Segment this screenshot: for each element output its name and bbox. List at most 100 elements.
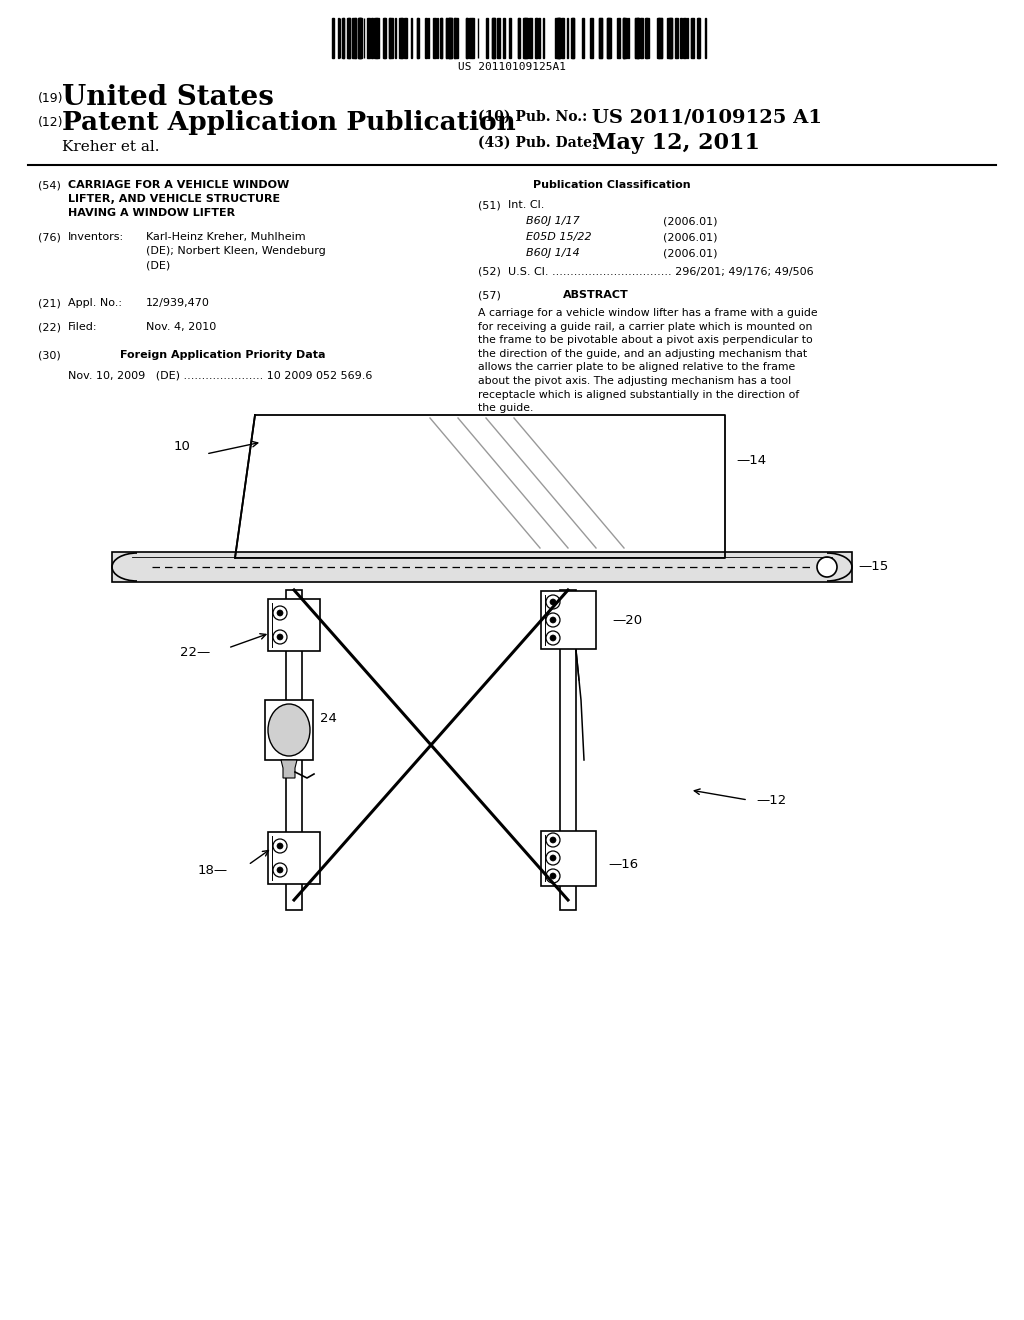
Bar (404, 18, 407, 58)
Bar (518, 18, 520, 58)
Bar (571, 18, 573, 58)
Text: (30): (30) (38, 350, 60, 360)
Bar (529, 18, 531, 58)
Bar (624, 18, 626, 58)
Text: E05D 15/22: E05D 15/22 (526, 232, 592, 242)
Bar (486, 18, 487, 58)
Text: 18—: 18— (198, 863, 228, 876)
Bar (383, 18, 385, 58)
Bar (466, 18, 467, 58)
Bar (671, 18, 672, 58)
Bar (456, 18, 459, 58)
Bar (498, 18, 500, 58)
Text: May 12, 2011: May 12, 2011 (592, 132, 760, 154)
Bar (623, 18, 626, 58)
Bar (417, 18, 418, 58)
Bar (400, 18, 402, 58)
Bar (617, 18, 618, 58)
Bar (469, 18, 472, 58)
Text: B60J 1/14: B60J 1/14 (526, 248, 580, 257)
Circle shape (278, 867, 283, 873)
Bar (562, 18, 564, 58)
Bar (680, 18, 682, 58)
Circle shape (278, 843, 283, 849)
Bar (570, 18, 572, 58)
Bar (538, 18, 541, 58)
Bar (359, 18, 361, 58)
Text: A carriage for a vehicle window lifter has a frame with a guide
for receiving a : A carriage for a vehicle window lifter h… (478, 308, 817, 413)
Text: 12/939,470: 12/939,470 (146, 298, 210, 308)
Text: (19): (19) (38, 92, 63, 106)
Bar (558, 18, 560, 58)
Text: —14: —14 (736, 454, 766, 466)
Bar (537, 18, 538, 58)
Text: US 20110109125A1: US 20110109125A1 (458, 62, 566, 73)
Bar (417, 18, 419, 58)
Bar (445, 18, 446, 58)
Bar (524, 18, 526, 58)
Text: Inventors:: Inventors: (68, 232, 124, 242)
Text: 22—: 22— (180, 645, 210, 659)
Circle shape (273, 840, 287, 853)
Text: Patent Application Publication: Patent Application Publication (62, 110, 516, 135)
Circle shape (550, 635, 556, 642)
Circle shape (546, 595, 560, 609)
Bar (555, 18, 557, 58)
Text: Kreher et al.: Kreher et al. (62, 140, 160, 154)
Bar (599, 18, 600, 58)
Text: (76): (76) (38, 232, 60, 242)
Text: (22): (22) (38, 322, 61, 333)
Bar (333, 18, 334, 58)
Bar (425, 18, 427, 58)
Circle shape (817, 557, 837, 577)
Bar (535, 18, 537, 58)
Bar (358, 18, 360, 58)
Text: Filed:: Filed: (68, 322, 97, 333)
Text: U.S. Cl. ................................. 296/201; 49/176; 49/506: U.S. Cl. ...............................… (508, 267, 814, 277)
Text: Nov. 4, 2010: Nov. 4, 2010 (146, 322, 216, 333)
Bar (466, 18, 468, 58)
Bar (640, 18, 641, 58)
Text: (2006.01): (2006.01) (663, 216, 718, 226)
Text: Nov. 10, 2009   (DE) ...................... 10 2009 052 569.6: Nov. 10, 2009 (DE) .....................… (68, 370, 373, 380)
Bar (354, 18, 356, 58)
Bar (389, 18, 390, 58)
Circle shape (550, 616, 556, 623)
Bar (433, 18, 435, 58)
Circle shape (550, 599, 556, 605)
Bar (636, 18, 637, 58)
Text: —12: —12 (756, 793, 786, 807)
Bar (646, 18, 649, 58)
Circle shape (546, 851, 560, 865)
Bar (637, 18, 639, 58)
Text: US 2011/0109125 A1: US 2011/0109125 A1 (592, 108, 822, 125)
Text: Int. Cl.: Int. Cl. (508, 201, 545, 210)
Bar (637, 18, 638, 58)
Text: 24: 24 (319, 711, 337, 725)
Bar (560, 590, 575, 909)
Text: —20: —20 (612, 614, 642, 627)
Bar (352, 18, 354, 58)
Bar (582, 18, 585, 58)
Bar (645, 18, 647, 58)
Circle shape (546, 612, 560, 627)
Bar (557, 18, 560, 58)
Bar (697, 18, 698, 58)
Circle shape (273, 863, 287, 876)
Polygon shape (281, 760, 297, 777)
Circle shape (278, 634, 283, 640)
Bar (268, 832, 319, 884)
Circle shape (550, 855, 556, 861)
Text: ABSTRACT: ABSTRACT (563, 290, 629, 300)
Bar (676, 18, 678, 58)
Bar (493, 18, 494, 58)
Bar (377, 18, 379, 58)
Bar (354, 18, 356, 58)
Bar (561, 18, 563, 58)
Text: Appl. No.:: Appl. No.: (68, 298, 122, 308)
Bar (391, 18, 393, 58)
Bar (608, 18, 610, 58)
Circle shape (546, 869, 560, 883)
Bar (607, 18, 609, 58)
Bar (625, 18, 627, 58)
